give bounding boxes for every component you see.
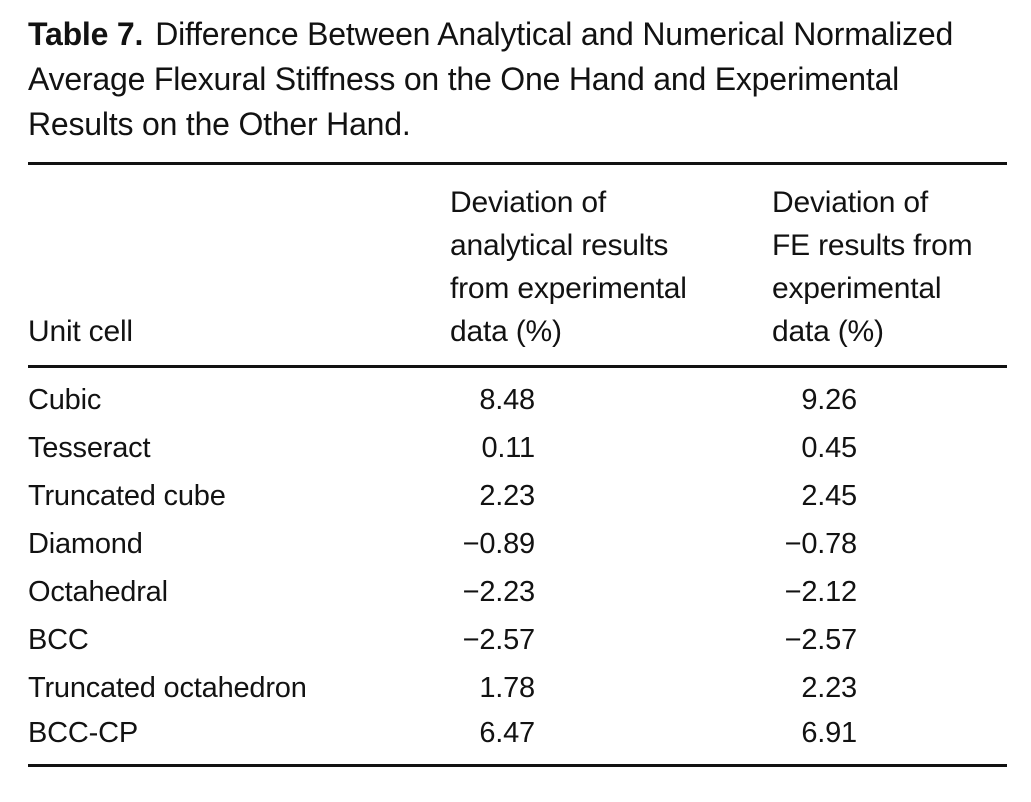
fe-deviation-value: 2.45 xyxy=(801,479,857,512)
table-row-tesseract: Tesseract 0.11 0.45 xyxy=(28,424,1007,472)
header-row: Unit cell Deviation of analytical result… xyxy=(28,163,1007,368)
unit-cell-name: BCC xyxy=(28,623,89,656)
table-row-bcc-cp: BCC-CP 6.47 6.91 xyxy=(28,712,1007,766)
table-row-bcc: BCC −2.57 −2.57 xyxy=(28,616,1007,664)
analytical-deviation-value: −2.57 xyxy=(462,623,536,656)
unit-cell-name: Octahedral xyxy=(28,575,168,608)
unit-cell-name: Truncated cube xyxy=(28,479,226,512)
analytical-deviation-value: 2.23 xyxy=(479,479,535,512)
table-row-cubic: Cubic 8.48 9.26 xyxy=(28,367,1007,425)
col-header-fe-deviation: Deviation of FE results from experimenta… xyxy=(772,163,1007,368)
table-label: Table 7. xyxy=(28,16,144,52)
table-row-diamond: Diamond −0.89 −0.78 xyxy=(28,520,1007,568)
analytical-deviation-value: 1.78 xyxy=(479,671,535,704)
unit-cell-name: Diamond xyxy=(28,527,143,560)
col-header-unit-cell: Unit cell xyxy=(28,163,450,368)
fe-deviation-value: −2.57 xyxy=(784,623,858,656)
analytical-deviation-value: 0.11 xyxy=(481,431,536,464)
col-header-fe-label: Deviation of FE results from experimenta… xyxy=(772,186,973,348)
table-row-truncated-cube: Truncated cube 2.23 2.45 xyxy=(28,472,1007,520)
col-header-analytical-label: Deviation of analytical results from exp… xyxy=(450,186,687,348)
analytical-deviation-value: −0.89 xyxy=(462,527,536,560)
unit-cell-name: Cubic xyxy=(28,383,102,416)
col-header-unit-cell-label: Unit cell xyxy=(28,315,133,348)
table-caption: Table 7. Difference Between Analytical an… xyxy=(28,12,978,147)
table-row-octahedral: Octahedral −2.23 −2.12 xyxy=(28,568,1007,616)
analytical-deviation-value: 6.47 xyxy=(479,716,535,749)
fe-deviation-value: 0.45 xyxy=(801,431,857,464)
unit-cell-name: Truncated octahedron xyxy=(28,671,307,704)
unit-cell-name: BCC-CP xyxy=(28,716,138,749)
results-table: Unit cell Deviation of analytical result… xyxy=(28,162,1007,767)
fe-deviation-value: −2.12 xyxy=(784,575,858,608)
table-row-truncated-octahedron: Truncated octahedron 1.78 2.23 xyxy=(28,664,1007,712)
table-caption-text: Difference Between Analytical and Numeri… xyxy=(28,16,954,142)
fe-deviation-value: 2.23 xyxy=(801,671,857,704)
fe-deviation-value: −0.78 xyxy=(784,527,858,560)
analytical-deviation-value: 8.48 xyxy=(479,383,535,416)
fe-deviation-value: 9.26 xyxy=(801,383,857,416)
analytical-deviation-value: −2.23 xyxy=(462,575,536,608)
col-header-analytical-deviation: Deviation of analytical results from exp… xyxy=(450,163,772,368)
unit-cell-name: Tesseract xyxy=(28,431,151,464)
fe-deviation-value: 6.91 xyxy=(801,716,857,749)
